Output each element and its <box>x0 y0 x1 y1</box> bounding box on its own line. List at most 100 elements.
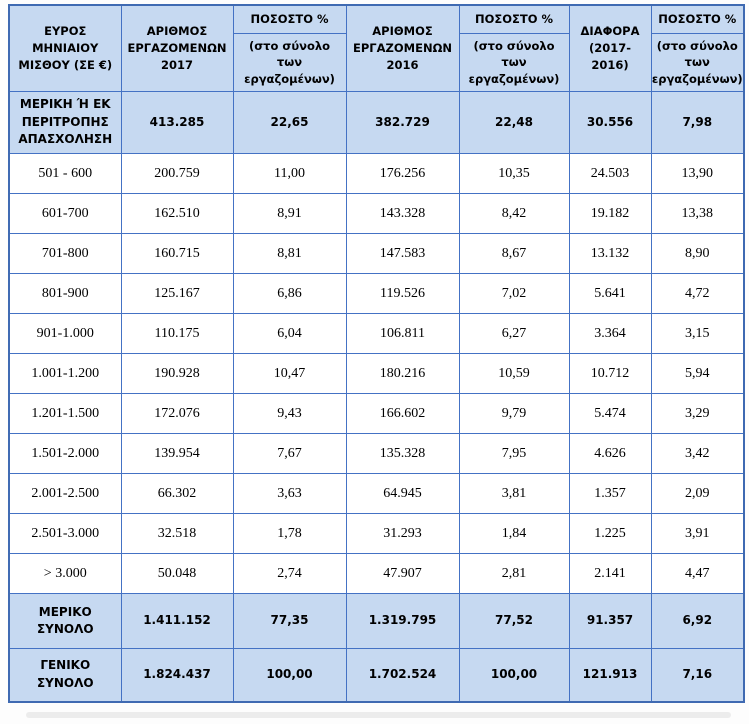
cell-value: 91.357 <box>568 593 652 649</box>
cell-value: 13.132 <box>568 233 652 274</box>
cell-value: 7,02 <box>458 273 570 314</box>
row-label: 1.501-2.000 <box>8 433 122 474</box>
cell-value: 10,47 <box>232 353 347 394</box>
cell-value: 2,09 <box>650 473 745 514</box>
percent-header-title: ΠΟΣΟΣΤΟ % <box>234 6 345 34</box>
row-label: > 3.000 <box>8 553 122 594</box>
percent-header-title: ΠΟΣΟΣΤΟ % <box>652 6 743 34</box>
cell-value: 147.583 <box>345 233 460 274</box>
row-grand-total: ΓΕΝΙΚΟ ΣΥΝΟΛΟ 1.824.437 100,00 1.702.524… <box>8 648 745 702</box>
cell-value: 77,52 <box>458 593 570 649</box>
cell-value: 32.518 <box>120 513 234 554</box>
percent-header-subtitle: (στο σύνολο των εργαζομένων) <box>244 39 335 86</box>
cell-value: 190.928 <box>120 353 234 394</box>
cell-value: 1.225 <box>568 513 652 554</box>
col-header-difference: ΔΙΑΦΟΡΑ (2017-2016) <box>568 4 652 92</box>
table-row: 501 - 600 200.759 11,00 176.256 10,35 24… <box>8 153 745 194</box>
cell-value: 5.474 <box>568 393 652 434</box>
row-label: ΜΕΡΙΚΟ ΣΥΝΟΛΟ <box>8 593 122 649</box>
cell-value: 139.954 <box>120 433 234 474</box>
cell-value: 100,00 <box>458 648 570 702</box>
cell-value: 3,15 <box>650 313 745 354</box>
cell-value: 6,27 <box>458 313 570 354</box>
col-header-employees-2016: ΑΡΙΘΜΟΣ ΕΡΓΑΖΟΜΕΝΩΝ 2016 <box>345 4 460 92</box>
cell-value: 382.729 <box>345 91 460 154</box>
cell-value: 13,90 <box>650 153 745 194</box>
cell-value: 143.328 <box>345 193 460 234</box>
cell-value: 1,84 <box>458 513 570 554</box>
cell-value: 3,81 <box>458 473 570 514</box>
cell-value: 3,42 <box>650 433 745 474</box>
cell-value: 121.913 <box>568 648 652 702</box>
cell-value: 1.824.437 <box>120 648 234 702</box>
cell-value: 110.175 <box>120 313 234 354</box>
cell-value: 3,29 <box>650 393 745 434</box>
cell-value: 160.715 <box>120 233 234 274</box>
cell-value: 3,63 <box>232 473 347 514</box>
cell-value: 50.048 <box>120 553 234 594</box>
cell-value: 22,48 <box>458 91 570 154</box>
cell-value: 1.319.795 <box>345 593 460 649</box>
cell-value: 1.357 <box>568 473 652 514</box>
table-row: 1.201-1.500 172.076 9,43 166.602 9,79 5.… <box>8 393 745 434</box>
cell-value: 4.626 <box>568 433 652 474</box>
cell-value: 162.510 <box>120 193 234 234</box>
cell-value: 1,78 <box>232 513 347 554</box>
cell-value: 10,59 <box>458 353 570 394</box>
cell-value: 119.526 <box>345 273 460 314</box>
cell-value: 2.141 <box>568 553 652 594</box>
cell-value: 2,74 <box>232 553 347 594</box>
table-row: 2.501-3.000 32.518 1,78 31.293 1,84 1.22… <box>8 513 745 554</box>
cell-value: 4,47 <box>650 553 745 594</box>
cell-value: 4,72 <box>650 273 745 314</box>
cell-value: 106.811 <box>345 313 460 354</box>
row-label: 2.501-3.000 <box>8 513 122 554</box>
cell-value: 5.641 <box>568 273 652 314</box>
cell-value: 9,43 <box>232 393 347 434</box>
cell-value: 166.602 <box>345 393 460 434</box>
col-header-employees-2017: ΑΡΙΘΜΟΣ ΕΡΓΑΖΟΜΕΝΩΝ 2017 <box>120 4 234 92</box>
percent-header-subtitle: (στο σύνολο των εργαζομένων) <box>651 39 743 86</box>
row-part-time: ΜΕΡΙΚΗ Ή ΕΚ ΠΕΡΙΤΡΟΠΗΣ ΑΠΑΣΧΟΛΗΣΗ 413.28… <box>8 91 745 154</box>
cell-value: 8,42 <box>458 193 570 234</box>
cell-value: 413.285 <box>120 91 234 154</box>
row-label: 701-800 <box>8 233 122 274</box>
cell-value: 7,67 <box>232 433 347 474</box>
cell-value: 6,86 <box>232 273 347 314</box>
cell-value: 8,91 <box>232 193 347 234</box>
page-shadow <box>26 712 731 718</box>
cell-value: 22,65 <box>232 91 347 154</box>
cell-value: 3,91 <box>650 513 745 554</box>
cell-value: 7,95 <box>458 433 570 474</box>
cell-value: 3.364 <box>568 313 652 354</box>
cell-value: 47.907 <box>345 553 460 594</box>
cell-value: 2,81 <box>458 553 570 594</box>
cell-value: 24.503 <box>568 153 652 194</box>
cell-value: 176.256 <box>345 153 460 194</box>
cell-value: 7,16 <box>650 648 745 702</box>
row-subtotal: ΜΕΡΙΚΟ ΣΥΝΟΛΟ 1.411.152 77,35 1.319.795 … <box>8 593 745 649</box>
cell-value: 172.076 <box>120 393 234 434</box>
row-label: ΓΕΝΙΚΟ ΣΥΝΟΛΟ <box>8 648 122 702</box>
row-label: 501 - 600 <box>8 153 122 194</box>
row-label: 801-900 <box>8 273 122 314</box>
row-label: 901-1.000 <box>8 313 122 354</box>
cell-value: 13,38 <box>650 193 745 234</box>
table-row: 601-700 162.510 8,91 143.328 8,42 19.182… <box>8 193 745 234</box>
cell-value: 10,35 <box>458 153 570 194</box>
cell-value: 7,98 <box>650 91 745 154</box>
table-row: 2.001-2.500 66.302 3,63 64.945 3,81 1.35… <box>8 473 745 514</box>
row-label: 601-700 <box>8 193 122 234</box>
col-header-percent-difference: ΠΟΣΟΣΤΟ % (στο σύνολο των εργαζομένων) <box>650 4 745 92</box>
table-row: 801-900 125.167 6,86 119.526 7,02 5.641 … <box>8 273 745 314</box>
cell-value: 125.167 <box>120 273 234 314</box>
table-row: 901-1.000 110.175 6,04 106.811 6,27 3.36… <box>8 313 745 354</box>
cell-value: 6,04 <box>232 313 347 354</box>
col-header-salary-range: ΕΥΡΟΣ ΜΗΝΙΑΙΟΥ ΜΙΣΘΟΥ (ΣΕ €) <box>8 4 122 92</box>
cell-value: 8,67 <box>458 233 570 274</box>
cell-value: 100,00 <box>232 648 347 702</box>
row-label: 1.001-1.200 <box>8 353 122 394</box>
cell-value: 10.712 <box>568 353 652 394</box>
cell-value: 8,90 <box>650 233 745 274</box>
cell-value: 11,00 <box>232 153 347 194</box>
